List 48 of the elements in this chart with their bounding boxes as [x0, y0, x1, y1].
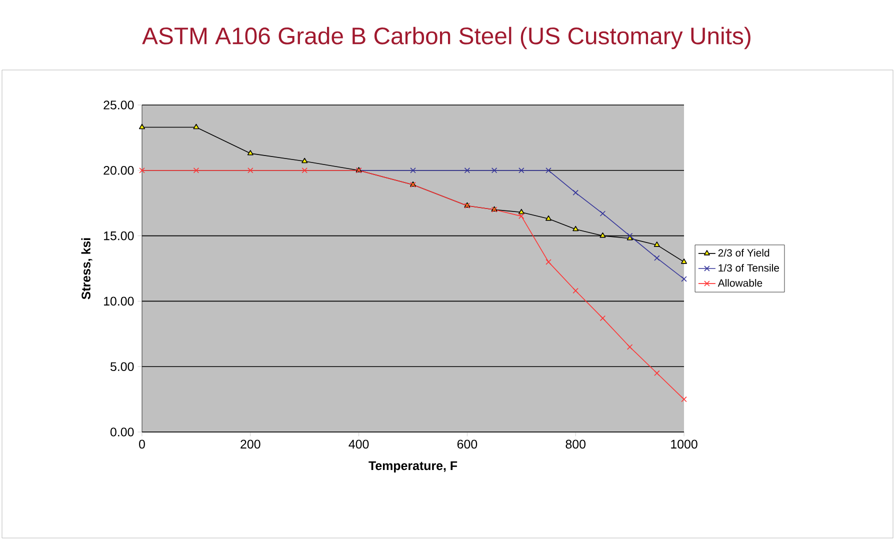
y-tick-label: 0.00: [110, 428, 134, 436]
x-tick-label: 200: [240, 440, 260, 449]
point: [572, 190, 578, 196]
y-tick-label: 25.00: [104, 100, 134, 110]
point: [546, 215, 552, 221]
point: [491, 168, 498, 174]
x-tick-label: 400: [348, 440, 369, 449]
point: [626, 232, 633, 239]
point: [193, 124, 200, 130]
point: [600, 315, 606, 322]
point: [654, 370, 660, 376]
point: [410, 168, 416, 174]
y-tick-label: 10.00: [104, 296, 134, 306]
point: [464, 168, 470, 174]
legend-label: 1/3 of Tensile: [718, 264, 779, 272]
point: [518, 168, 524, 174]
point: [654, 242, 660, 247]
legend-label: 2/3 of Yield: [718, 248, 770, 257]
point: [681, 276, 687, 282]
point: [247, 150, 254, 156]
x-tick-label: 1000: [671, 440, 698, 449]
y-axis-title: Stress, ksi: [81, 238, 92, 300]
x-tick-label: 800: [566, 440, 586, 449]
x-axis-title: Temperature, F: [368, 461, 458, 473]
point: [248, 168, 254, 174]
point: [302, 158, 308, 164]
point: [681, 258, 687, 264]
y-tick-label: 20.00: [104, 166, 134, 175]
point: [139, 168, 145, 174]
point: [681, 396, 687, 402]
point: [572, 226, 579, 232]
chart-title: ASTM A106 Grade B Carbon Steel (US Customary Units): [142, 26, 750, 50]
y-tick-label: 5.00: [110, 362, 134, 372]
point: [546, 168, 552, 174]
point: [518, 213, 524, 220]
point: [546, 259, 552, 265]
point: [518, 208, 524, 214]
point: [600, 210, 606, 216]
y-tick-label: 15.00: [104, 231, 134, 240]
x-tick-label: 0: [139, 440, 145, 449]
legend-label: Allowable: [718, 279, 762, 287]
point: [600, 232, 606, 238]
point: [193, 168, 200, 174]
point: [654, 255, 660, 261]
x-tick-label: 600: [457, 440, 478, 449]
point: [572, 288, 578, 294]
point: [626, 344, 633, 350]
point: [302, 168, 308, 174]
